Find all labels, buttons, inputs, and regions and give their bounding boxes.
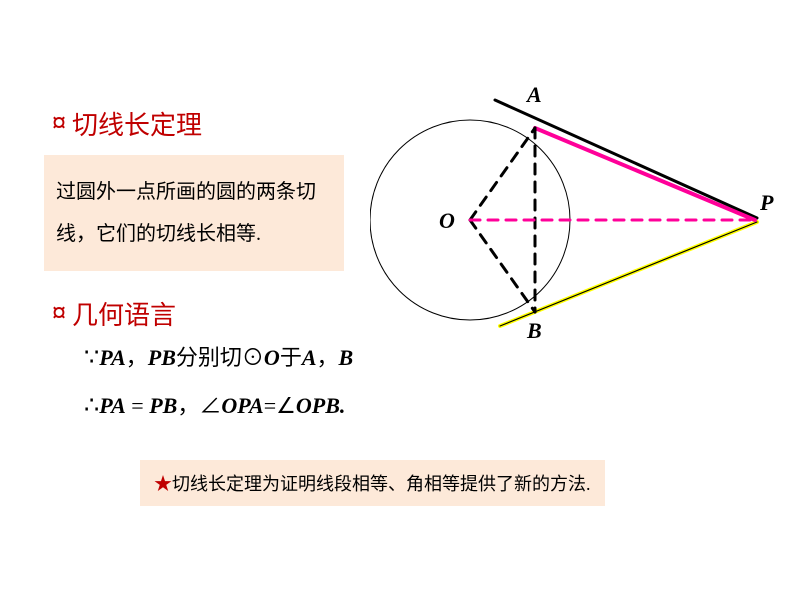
point-label-a: A [527, 82, 542, 108]
geometry-diagram: A B O P [370, 90, 780, 345]
statement-given: ∵PA，PB分别切⊙O于A，B [84, 340, 353, 372]
star-icon: ★ [154, 474, 172, 494]
point-label-b: B [527, 318, 542, 344]
bullet-icon: ¤ [52, 108, 66, 140]
heading-geom: ¤ 几何语言 [52, 295, 176, 332]
point-label-p: P [760, 190, 773, 216]
diagram-svg [370, 90, 780, 340]
bullet-icon: ¤ [52, 298, 66, 330]
heading-text: 几何语言 [72, 295, 176, 332]
statement-conclusion: ∴PA = PB，∠OPA=∠OPB. [84, 388, 345, 420]
point-label-o: O [439, 208, 455, 234]
heading-theorem: ¤ 切线长定理 [52, 105, 202, 142]
theorem-description: 过圆外一点所画的圆的两条切线，它们的切线长相等. [44, 155, 344, 271]
heading-text: 切线长定理 [72, 105, 202, 142]
footnote: ★切线长定理为证明线段相等、角相等提供了新的方法. [140, 460, 605, 506]
